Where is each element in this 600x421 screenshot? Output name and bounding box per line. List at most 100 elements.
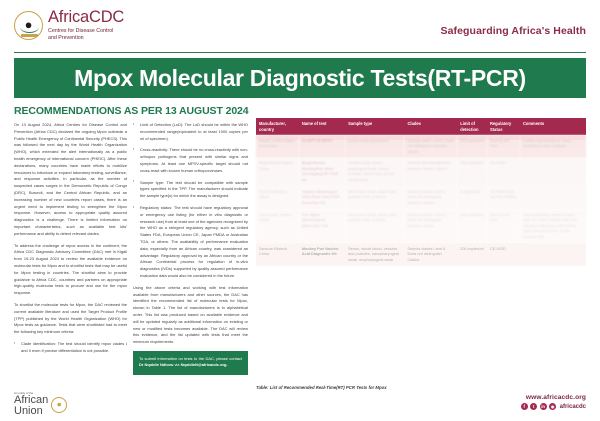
criteria-list-1: Clade identification: The test should id… [14,341,127,355]
africa-continent-icon: ● [14,11,43,41]
cell-manufacturer: Abbott, United States of America [256,135,299,159]
cell-sample-type: skin lesion swab, lesion fluid, pustular… [345,186,405,210]
list-item: Regulatory status: The test should have … [133,205,248,280]
cell-manufacturer: Da Vinci Biotech, Japan [256,186,299,210]
cell-regulatory: EUA by US FDA [486,135,520,159]
cell-lod: 200 copies/ml [457,135,487,159]
cell-regulatory: EUA by US FDA [486,209,520,244]
linkedin-icon[interactable]: in [539,403,547,410]
logo-text-block: AfricaCDC Centres for Disease Control an… [48,9,124,43]
twitter-icon[interactable]: t [530,403,538,410]
logo-base [21,34,38,38]
table-row: Abbott, United States of America ALINITY… [256,135,586,159]
social-handle[interactable]: africacdc [559,403,586,410]
cell-manufacturer: Cue Health, United States [256,209,299,244]
col-regulatory-status: Regulatory Status [486,118,520,136]
cell-regulatory: CE-IVDD [486,243,520,267]
tests-table: Manufacturer, country Name of test Sampl… [256,118,586,267]
table-caption: Table: List of Recommended Real-Time(RT)… [256,385,387,390]
cell-sample-type: Serum, whole blood, vesicles and pustule… [345,243,405,267]
criteria-list-2: Limit of Detection (LoD): The LoD should… [133,122,248,280]
list-item: Clade identification: The test should id… [14,341,127,355]
cell-clades: Detects clades I and II. Does not distin… [404,209,458,244]
facebook-icon[interactable]: f [520,403,528,410]
au-entity-label: An entity of the [14,391,34,395]
cell-clades: Detects clades I and II. Does not distin… [404,243,458,267]
au-line-1: African [14,393,49,406]
cell-name-of-test: Viasure Monkeypox Virus Real Time PCR De… [298,186,346,210]
page-header: ● AfricaCDC Centres for Disease Control … [0,0,600,55]
cell-sample-type: Crusted scab, lesion pharyngeal swab, le… [345,158,405,187]
cell-comments [519,243,586,267]
cell-sample-type: skin lesion swab, lesion fluid, pustular… [345,209,405,244]
au-emblem-icon: ● [51,396,68,413]
logo-subtitle: Centres for Disease Control and Preventi… [48,27,114,42]
col-manufacturer: Manufacturer, country [256,118,299,136]
cell-name-of-test: Monkey Pox Nucleic Acid Diagnostic Kit [298,243,346,267]
cell-lod: 200 copies/ml [457,243,487,267]
table-header-row: Manufacturer, country Name of test Sampl… [256,118,586,136]
col-clades: Clades [404,118,458,136]
cell-comments: Limited opportunity for cross-reactivity… [519,135,586,159]
cell-regulatory: CE-IVDD EUA by FDA notified [486,186,520,210]
col-comments: Comments [519,118,586,136]
african-union-logo: An entity of the African Union ● [14,392,68,417]
table-row: Bioperfectus biotech, China Bioperfectus… [256,158,586,187]
table-row: Sansure Biotech, China Monkey Pox Nuclei… [256,243,586,267]
social-links: f t in ◉ africacdc [520,403,586,410]
cell-regulatory: CE-IVDD [486,158,520,187]
cell-lod: 200 copies/ml [457,158,487,187]
cell-manufacturer: Bioperfectus biotech, China [256,158,299,187]
au-line-2: Union [14,405,43,418]
header-divider [14,52,586,54]
callout-contact-name: Dr Nqobile Ndlovu [139,362,174,368]
cell-comments [519,186,586,210]
website-link[interactable]: www.africacdc.org [525,394,586,401]
au-text-block: An entity of the African Union [14,392,48,417]
table-body: Abbott, United States of America ALINITY… [256,135,586,267]
cell-name-of-test: Bioperfectus MonkeyPox Virus Genotyping … [298,158,346,187]
cell-clades: Detects clade I and II. Does not disting… [404,135,458,159]
logo-title: AfricaCDC [48,8,125,26]
africacdc-logo: ● AfricaCDC Centres for Disease Control … [14,9,124,43]
title-banner: Mpox Molecular Diagnostic Tests(RT-PCR) [14,58,586,98]
paragraph: To shortlist the molecular tests for Mpo… [14,301,127,335]
col-sample-type: Sample type [345,118,405,136]
cell-lod: 100 copies/ml [457,209,487,244]
table-row: Cue Health, United States Cue Mpox (Monk… [256,209,586,244]
section-heading: RECOMMENDATIONS AS PER 13 AUGUST 2024 [14,105,249,117]
callout-email[interactable]: NqobileN@africacdc.org. [180,362,228,368]
list-item: Limit of Detection (LoD): The LoD should… [133,122,248,142]
tagline: Safeguarding Africa's Health [440,25,586,37]
col-name-of-test: Name of test [298,118,346,136]
col-limit-of-detection: Limit of detection [457,118,487,136]
submit-info-callout: To submit information on tests to the DA… [133,350,248,375]
text-column-1: On 13 August 2024, Africa Centres for Di… [14,122,127,360]
cell-manufacturer: Sansure Biotech, China [256,243,299,267]
list-item: Cross-reactivity: There should be no cro… [133,147,248,174]
au-continent-glyph: ● [56,398,62,409]
list-item: Sample type: The test should be compatib… [133,179,248,200]
logo-swoosh [20,27,39,33]
table-row: Da Vinci Biotech, Japan Viasure Monkeypo… [256,186,586,210]
callout-text-1: To submit information on tests to the DA… [139,355,242,361]
paragraph: On 13 August 2024, Africa Centres for Di… [14,122,127,236]
instagram-icon[interactable]: ◉ [549,403,557,410]
table-header: Manufacturer, country Name of test Sampl… [256,118,586,136]
recommended-tests-table: Manufacturer, country Name of test Sampl… [256,118,586,345]
cell-clades: Detects clades I and II. Does not distin… [404,186,458,210]
paragraph: To address the challenge of mpox access … [14,242,127,296]
cell-sample-type: Lesion swab specimens [345,135,405,159]
cell-name-of-test: Cue Mpox (Monkeypox) Molecular Test [298,209,346,244]
footer-contact: www.africacdc.org f t in ◉ africacdc [520,394,586,410]
cell-lod: 8 copies/ml [457,186,487,210]
cell-comments [519,158,586,187]
continent-glyph: ● [24,17,33,33]
cell-comments: 'cross-reactivity' tested in silico only… [519,209,586,244]
cell-clades: Detects and distinguishes between clades… [404,158,458,187]
cell-name-of-test: ALINITY M MPXV [298,135,346,159]
callout-text-2: via [173,362,181,368]
text-column-2: Limit of Detection (LoD): The LoD should… [133,122,248,375]
paragraph: Using the above criteria and working wit… [133,284,248,345]
